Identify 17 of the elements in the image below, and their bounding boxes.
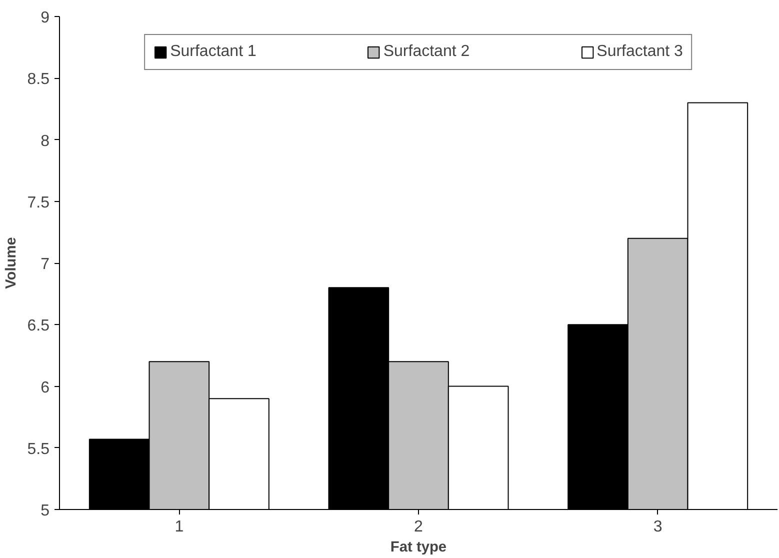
- y-tick-label: 9: [40, 10, 50, 26]
- y-tick-label: 5: [40, 502, 50, 520]
- y-axis-title: Volume: [3, 237, 20, 289]
- y-tick-label: 5.5: [27, 440, 50, 458]
- legend-label: Surfactant 1: [170, 43, 256, 61]
- x-axis-title: Fat type: [390, 540, 447, 556]
- y-tick-label: 7.5: [27, 194, 50, 212]
- y-tick-label: 8.5: [27, 71, 50, 88]
- y-tick-label: 6: [40, 379, 50, 396]
- y-tick-label: 7: [40, 256, 50, 273]
- x-tick-label: 3: [653, 518, 662, 536]
- legend-label: Surfactant 3: [596, 43, 683, 61]
- y-tick-label: 6.5: [27, 318, 50, 335]
- x-tick-label: 2: [414, 518, 424, 536]
- legend-label: Surfactant 2: [383, 43, 470, 61]
- y-tick-label: 8: [40, 132, 50, 150]
- x-tick-label: 1: [174, 518, 184, 536]
